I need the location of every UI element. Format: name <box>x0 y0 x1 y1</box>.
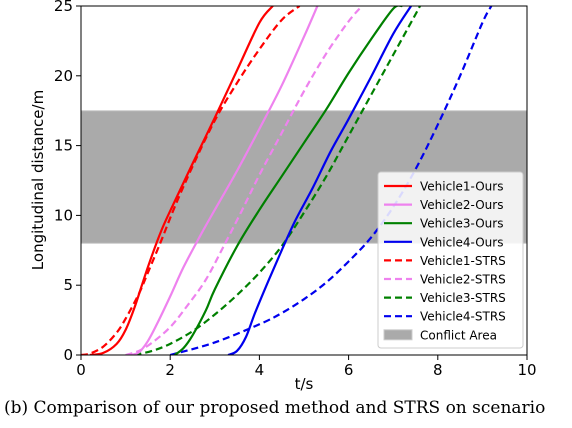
legend: Vehicle1-Ours Vehicle2-Ours Vehicle3-Ours V… <box>377 171 524 349</box>
series-line-vehicle4-strs <box>169 6 493 355</box>
y-tick-label: 10 <box>54 206 73 224</box>
y-tick-label: 0 <box>63 346 73 364</box>
legend-label: Vehicle4-Ours <box>420 235 503 249</box>
legend-label: Vehicle3-Ours <box>420 217 503 231</box>
legend-label: Vehicle4-STRS <box>420 310 506 324</box>
plot-frame <box>80 5 528 356</box>
series-line-vehicle4-ours <box>227 6 412 355</box>
x-tick-label: 8 <box>433 361 443 379</box>
legend-label: Vehicle2-Ours <box>420 198 503 212</box>
legend-label: Vehicle1-STRS <box>420 254 506 268</box>
legend-label: Vehicle2-STRS <box>420 273 506 287</box>
series-layer <box>81 6 493 355</box>
series-line-vehicle2-strs <box>125 6 363 355</box>
chart: 0 2 4 6 8 10 0 5 10 15 20 25 t/s Longitudinal dist… <box>29 0 537 393</box>
x-tick-label: 2 <box>165 361 175 379</box>
y-tick-label: 15 <box>54 137 73 155</box>
x-axis-ticks: 0 2 4 6 8 10 <box>76 355 537 379</box>
series-line-vehicle1-strs <box>81 6 301 355</box>
x-tick-label: 6 <box>344 361 354 379</box>
legend-label: Conflict Area <box>420 328 497 342</box>
legend-label: Vehicle1-Ours <box>420 180 503 194</box>
series-line-vehicle2-ours <box>129 6 319 355</box>
legend-swatch-conflict-area <box>383 329 413 341</box>
x-tick-label: 0 <box>76 361 86 379</box>
y-axis-label: Longitudinal distance/m <box>29 90 47 270</box>
series-line-vehicle1-ours <box>89 6 274 355</box>
figure-caption: (b) Comparison of our proposed method an… <box>4 398 546 418</box>
legend-label: Vehicle3-STRS <box>420 291 506 305</box>
series-line-vehicle3-ours <box>173 6 403 355</box>
x-axis-label: t/s <box>295 375 314 393</box>
y-tick-label: 20 <box>54 67 73 85</box>
y-tick-label: 5 <box>63 276 73 294</box>
legend-frame <box>377 171 524 349</box>
y-tick-label: 25 <box>54 0 73 15</box>
y-axis-ticks: 0 5 10 15 20 25 <box>54 0 81 364</box>
x-tick-label: 4 <box>255 361 265 379</box>
x-tick-label: 10 <box>517 361 536 379</box>
series-line-vehicle3-strs <box>134 6 421 355</box>
